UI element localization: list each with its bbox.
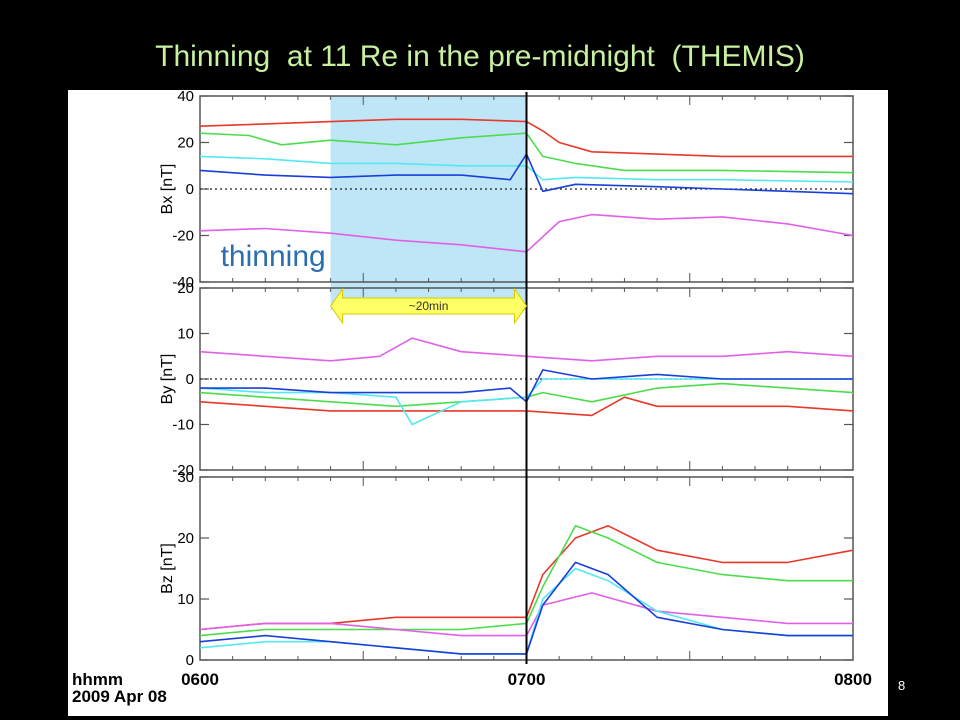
time-axis-label: hhmm xyxy=(72,670,123,689)
y-tick-label: 10 xyxy=(177,326,194,343)
series-blue-panel-3 xyxy=(199,561,853,655)
y-tick-label: 20 xyxy=(177,280,194,297)
series-magenta-panel-3 xyxy=(199,592,853,637)
date-label: 2009 Apr 08 xyxy=(72,687,167,706)
slide-title: Thinning at 11 Re in the pre-midnight (T… xyxy=(155,40,805,73)
magnetic-field-label: Magnetic field (SM) xyxy=(72,282,104,540)
y-tick-label: 20 xyxy=(177,135,194,152)
y-tick-label: 0 xyxy=(186,181,194,198)
y-tick-label: -20 xyxy=(172,228,194,245)
y-tick-label: 0 xyxy=(186,652,194,669)
duration-label: ~20min xyxy=(409,299,449,313)
series-green-panel-2 xyxy=(199,382,854,408)
x-tick-label: 0600 xyxy=(181,670,219,689)
y-tick-label: 0 xyxy=(186,371,194,388)
y-tick-label: -40 xyxy=(172,274,194,291)
duration-arrow xyxy=(329,287,528,325)
series-magenta-panel-2 xyxy=(199,337,854,362)
page-number: 8 xyxy=(898,678,906,693)
series-magenta-panel-1 xyxy=(199,213,854,253)
thinning-highlight xyxy=(330,96,527,310)
y-axis-title-2: By [nT] xyxy=(159,354,176,405)
series-green-panel-3 xyxy=(199,524,853,637)
series-cyan-panel-2 xyxy=(199,378,853,426)
y-axis-title-1: Bx [nT] xyxy=(159,164,176,215)
series-red-panel-1 xyxy=(199,118,853,158)
x-tick-label: 0700 xyxy=(508,670,546,689)
thinning-label: thinning xyxy=(221,240,326,273)
y-tick-label: 30 xyxy=(177,469,194,486)
y-tick-label: 10 xyxy=(177,591,194,608)
y-tick-label: -10 xyxy=(172,417,194,434)
series-red-panel-2 xyxy=(199,396,854,417)
themis-magnetic-field-figure: 40 20 0 -20 -40 Bx [nT] 20 10 0 -10 -20 By [nT] 30 20… xyxy=(68,90,888,716)
x-tick-label: 0800 xyxy=(834,670,872,689)
y-tick-label: 20 xyxy=(177,530,194,547)
series-green-panel-1 xyxy=(199,132,854,174)
y-tick-label: -20 xyxy=(172,462,194,479)
y-axis-title-3: Bz [nT] xyxy=(159,543,176,594)
y-tick-label: 40 xyxy=(177,90,194,105)
